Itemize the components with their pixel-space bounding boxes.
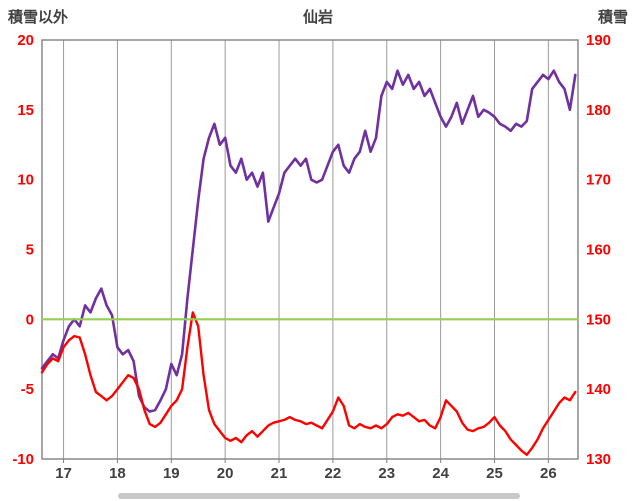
right-axis-tick-label: 170 <box>586 172 611 189</box>
right-axis-tick-label: 190 <box>586 32 611 49</box>
x-axis-tick-label: 23 <box>378 465 395 482</box>
series-積雪 <box>40 69 577 413</box>
right-axis-tick-label: 130 <box>586 451 611 468</box>
left-axis-tick-label: 5 <box>26 242 34 259</box>
left-axis-tick-label: -10 <box>12 451 34 468</box>
plot-border <box>41 39 579 460</box>
x-axis-tick-label: 21 <box>271 465 288 482</box>
left-axis-tick-label: 10 <box>17 172 34 189</box>
left-axis-tick-label: 20 <box>17 32 34 49</box>
x-axis-tick-label: 24 <box>432 465 449 482</box>
left-axis-tick-label: -5 <box>21 381 34 398</box>
x-axis-tick-label: 25 <box>486 465 503 482</box>
left-axis-tick-label: 0 <box>26 311 34 328</box>
x-axis-tick-label: 18 <box>109 465 126 482</box>
x-axis-tick-label: 26 <box>540 465 557 482</box>
x-axis-tick-label: 20 <box>217 465 234 482</box>
horizontal-scrollbar[interactable] <box>118 493 520 499</box>
x-axis-tick-label: 17 <box>55 465 72 482</box>
left-axis-tick-label: 15 <box>17 102 34 119</box>
series-積雪以外 <box>40 311 577 456</box>
right-axis-tick-label: 150 <box>586 311 611 328</box>
left-axis-title: 積雪以外 <box>8 9 69 26</box>
right-axis-tick-label: 160 <box>586 242 611 259</box>
right-axis-tick-label: 140 <box>586 381 611 398</box>
chart-title: 仙岩 <box>302 9 333 26</box>
x-axis-tick-label: 19 <box>163 465 180 482</box>
right-axis-title: 積雪 <box>597 9 628 26</box>
right-axis-tick-label: 180 <box>586 102 611 119</box>
x-axis-tick-label: 22 <box>325 465 342 482</box>
